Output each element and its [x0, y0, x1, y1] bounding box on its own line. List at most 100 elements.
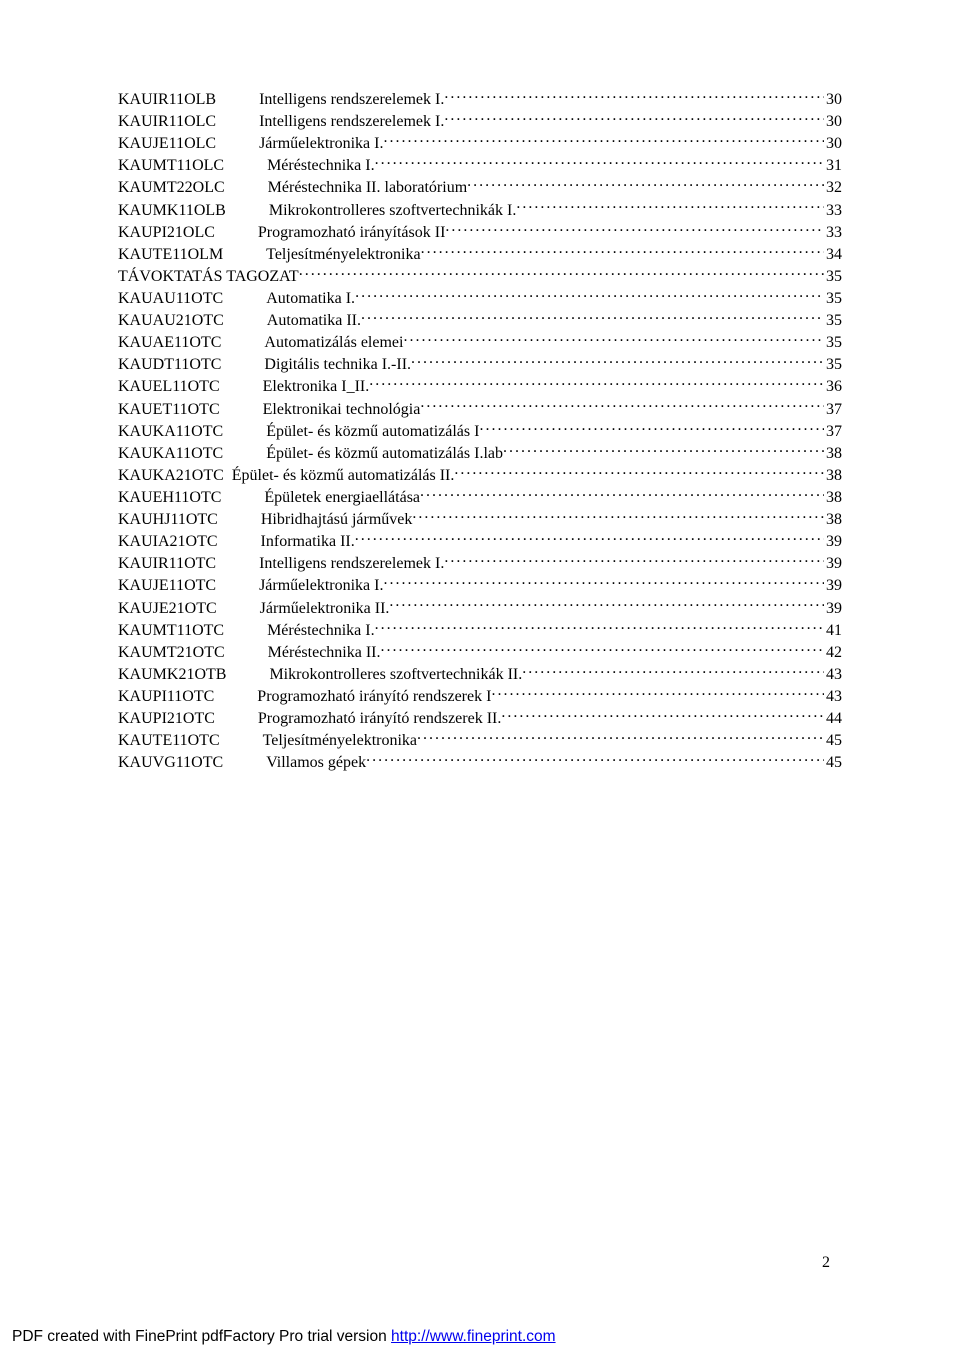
toc-entry-code: KAUEL11OTC	[118, 376, 220, 397]
toc-entry-code: KAUPI21OLC	[118, 222, 215, 243]
toc-entry-code: KAUTE11OTC	[118, 730, 220, 751]
pdf-footer: PDF created with FinePrint pdfFactory Pr…	[12, 1328, 556, 1346]
toc-entry-page: 38	[824, 509, 842, 530]
toc-entry-row: KAUIA21OTCInformatika II.39	[118, 530, 842, 552]
table-of-contents: KAUIR11OLBIntelligens rendszerelemek I.3…	[118, 88, 842, 773]
toc-entry-title: Járműelektronika I.	[259, 133, 383, 154]
toc-entry-row: KAUIR11OLBIntelligens rendszerelemek I.3…	[118, 88, 842, 110]
toc-entry-row: KAUJE11OLCJárműelektronika I.30	[118, 132, 842, 154]
toc-entry-code: KAUDT11OTC	[118, 354, 221, 375]
toc-leader-dots	[389, 597, 824, 613]
toc-entry-page: 44	[824, 708, 842, 729]
toc-entry-title: Épületek energiaellátása	[264, 487, 420, 508]
toc-entry-row: KAUTE11OTCTeljesítményelektronika45	[118, 729, 842, 751]
toc-entry-page: 31	[824, 155, 842, 176]
toc-entry-page: 32	[824, 177, 842, 198]
toc-leader-dots	[445, 221, 824, 237]
toc-entry-code: KAUVG11OTC	[118, 752, 223, 773]
toc-entry-code: KAUHJ11OTC	[118, 509, 218, 530]
toc-leader-dots	[479, 420, 824, 436]
toc-leader-dots	[403, 331, 824, 347]
toc-section-title: TÁVOKTATÁS TAGOZAT	[118, 266, 299, 287]
toc-leader-dots	[516, 199, 824, 215]
toc-entry-title: Épület- és közmű automatizálás I.lab	[266, 443, 503, 464]
toc-leader-dots	[375, 619, 824, 635]
toc-entry-page: 39	[824, 553, 842, 574]
toc-entry-row: KAUMT11OLCMéréstechnika I.31	[118, 154, 842, 176]
toc-entry-title: Programozható irányító rendszerek II.	[258, 708, 501, 729]
toc-entry-title: Mikrokontrolleres szoftvertechnikák II.	[269, 664, 522, 685]
toc-entry-row: KAUTE11OLMTeljesítményelektronika34	[118, 243, 842, 265]
toc-entry-code: KAUMK21OTB	[118, 664, 226, 685]
toc-leader-dots	[361, 309, 824, 325]
toc-entry-title: Méréstechnika II. laboratórium	[268, 177, 467, 198]
toc-entry-page: 39	[824, 598, 842, 619]
toc-entry-code: KAUEH11OTC	[118, 487, 221, 508]
toc-entry-title: Programozható irányítások II	[258, 222, 446, 243]
footer-link[interactable]: http://www.fineprint.com	[391, 1328, 556, 1345]
toc-leader-dots	[381, 641, 824, 657]
toc-leader-dots	[522, 663, 824, 679]
toc-entry-title: Automatizálás elemei	[264, 332, 403, 353]
page-number: 2	[822, 1254, 830, 1272]
toc-entry-row: KAUKA21OTCÉpület- és közmű automatizálás…	[118, 464, 842, 486]
toc-entry-title: Méréstechnika I.	[267, 155, 375, 176]
toc-entry-row: KAUPI21OLC Programozható irányítások II 33	[118, 221, 842, 243]
toc-entry-title: Méréstechnika I.	[267, 620, 375, 641]
toc-entry-row: KAUPI21OTC Programozható irányító rendsze…	[118, 707, 842, 729]
toc-leader-dots	[375, 154, 824, 170]
toc-leader-dots	[501, 707, 824, 723]
toc-entry-title: Teljesítményelektronika	[266, 244, 420, 265]
toc-entry-code: KAUMT21OTC	[118, 642, 225, 663]
toc-entry-page: 35	[824, 310, 842, 331]
toc-entry-row: KAUHJ11OTC Hibridhajtású járművek 38	[118, 508, 842, 530]
toc-entry-row: KAUKA11OTC Épület- és közmű automatizálás…	[118, 442, 842, 464]
toc-entry-page: 30	[824, 111, 842, 132]
toc-entry-page: 43	[824, 686, 842, 707]
toc-leader-dots	[444, 110, 824, 126]
footer-text: PDF created with FinePrint pdfFactory Pr…	[12, 1328, 391, 1345]
toc-entry-page: 33	[824, 222, 842, 243]
document-page: KAUIR11OLBIntelligens rendszerelemek I.3…	[0, 0, 960, 1364]
toc-entry-page: 43	[824, 664, 842, 685]
toc-entry-page: 38	[824, 443, 842, 464]
toc-entry-title: Járműelektronika II.	[260, 598, 390, 619]
toc-entry-code: KAUIR11OTC	[118, 553, 216, 574]
toc-leader-dots	[369, 375, 824, 391]
toc-entry-page: 35	[824, 332, 842, 353]
toc-entry-code: KAUIR11OLB	[118, 89, 216, 110]
toc-entry-title: Mikrokontrolleres szoftvertechnikák I.	[269, 200, 516, 221]
toc-entry-title: Hibridhajtású járművek	[261, 509, 413, 530]
toc-leader-dots	[355, 287, 824, 303]
toc-leader-dots	[383, 574, 824, 590]
toc-entry-title: Villamos gépek	[266, 752, 366, 773]
toc-entry-row: KAUPI11OTCProgramozható irányító rendsze…	[118, 685, 842, 707]
toc-entry-title: Épület- és közmű automatizálás II.	[232, 465, 455, 486]
toc-entry-row: KAUDT11OTCDigitális technika I.-II.35	[118, 353, 842, 375]
toc-entry-row: KAUIR11OLCIntelligens rendszerelemek I.3…	[118, 110, 842, 132]
toc-entry-page: 45	[824, 752, 842, 773]
toc-entry-page: 35	[824, 354, 842, 375]
toc-entry-page: 39	[824, 575, 842, 596]
toc-entry-row: KAUMK21OTB Mikrokontrolleres szoftvertech…	[118, 663, 842, 685]
toc-entry-row: KAUET11OTCElektronikai technológia37	[118, 398, 842, 420]
toc-entry-row: KAUIR11OTCIntelligens rendszerelemek I.3…	[118, 552, 842, 574]
toc-leader-dots	[454, 464, 824, 480]
toc-entry-title: Programozható irányító rendszerek I	[257, 686, 491, 707]
toc-leader-dots	[444, 88, 824, 104]
toc-entry-title: Épület- és közmű automatizálás I	[266, 421, 479, 442]
toc-entry-row: KAUJE21OTCJárműelektronika II.39	[118, 597, 842, 619]
toc-entry-code: KAUMK11OLB	[118, 200, 226, 221]
toc-entry-title: Elektronika I_II.	[263, 376, 370, 397]
toc-entry-page: 45	[824, 730, 842, 751]
toc-entry-code: KAUPI21OTC	[118, 708, 215, 729]
toc-entry-row: KAUMT22OLCMéréstechnika II. laboratórium…	[118, 176, 842, 198]
toc-entry-row: KAUVG11OTC Villamos gépek 45	[118, 751, 842, 773]
toc-leader-dots	[412, 508, 824, 524]
toc-entry-row: KAUMT11OTCMéréstechnika I.41	[118, 619, 842, 641]
toc-leader-dots	[503, 442, 824, 458]
toc-entry-code: KAUKA11OTC	[118, 443, 223, 464]
toc-entry-page: 34	[824, 244, 842, 265]
toc-entry-code: KAUKA11OTC	[118, 421, 223, 442]
toc-entry-row: KAUAU11OTCAutomatika I.35	[118, 287, 842, 309]
